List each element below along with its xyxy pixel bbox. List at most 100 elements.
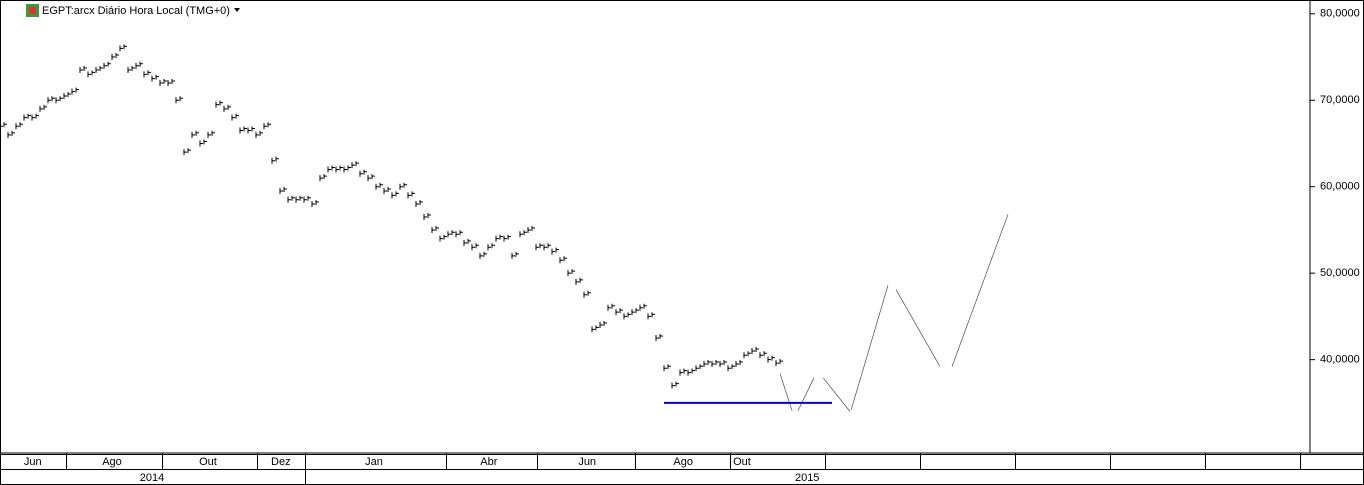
price-bar (127, 66, 135, 74)
price-bar (687, 368, 695, 376)
price-bar (175, 96, 183, 104)
price-bar (367, 174, 375, 182)
year-label: 2014 (140, 472, 164, 484)
price-bar (151, 74, 159, 82)
price-bar (263, 122, 271, 130)
price-bar (159, 78, 167, 86)
price-bar (7, 130, 15, 138)
y-tick-label: 40,0000 (1320, 354, 1360, 366)
price-bar (735, 359, 743, 367)
price-bar (415, 200, 423, 208)
price-bar (167, 78, 175, 86)
price-bar (79, 66, 87, 74)
price-bar (423, 212, 431, 220)
price-bar (679, 368, 687, 376)
price-bar (559, 256, 567, 264)
x-tick-label: Ago (673, 456, 693, 468)
x-tick-label: Jun (24, 456, 42, 468)
price-bar (343, 165, 351, 173)
projection-line (797, 377, 815, 411)
price-bar (615, 308, 623, 316)
projection-line (951, 214, 1009, 367)
chart-title[interactable]: EGPT:arcx Diário Hora Local (TMG+0) (42, 5, 230, 17)
x-tick-label: Out (733, 456, 751, 468)
price-bar (239, 126, 247, 134)
price-bar (295, 195, 303, 203)
x-tick-label: Jun (578, 456, 596, 468)
price-bar (103, 61, 111, 69)
price-bar (543, 243, 551, 251)
price-bar (703, 359, 711, 367)
price-bar (487, 243, 495, 251)
price-bar (359, 169, 367, 177)
price-bar (599, 321, 607, 329)
price-bar (255, 130, 263, 138)
price-bar (183, 148, 191, 156)
projection-line (850, 285, 889, 410)
price-bar (511, 251, 519, 259)
price-bar (311, 200, 319, 208)
price-bar (199, 139, 207, 147)
price-bar (351, 161, 359, 169)
price-bar (23, 113, 31, 121)
price-bar (527, 225, 535, 233)
price-bar (631, 308, 639, 316)
price-bar (335, 165, 343, 173)
projection-line (779, 373, 793, 411)
price-bar (767, 355, 775, 363)
price-bar (759, 351, 767, 359)
price-bar (751, 346, 759, 354)
x-tick-label: Jan (365, 456, 383, 468)
price-bar (495, 234, 503, 242)
x-tick-label: Dez (271, 456, 291, 468)
price-bar (191, 130, 199, 138)
price-bar (391, 191, 399, 199)
price-bar (775, 359, 783, 367)
price-bar (327, 165, 335, 173)
price-bar (0, 122, 7, 130)
x-tick-label: Out (199, 456, 217, 468)
price-bar (623, 312, 631, 320)
price-bar (399, 182, 407, 190)
price-bar (671, 381, 679, 389)
price-bar (439, 234, 447, 242)
price-bar (727, 364, 735, 372)
price-bar (223, 104, 231, 112)
price-bar (575, 277, 583, 285)
price-bar (271, 156, 279, 164)
price-bar (655, 334, 663, 342)
price-bar (207, 130, 215, 138)
dropdown-arrow[interactable] (234, 8, 240, 12)
projection-line (895, 289, 941, 367)
price-bar (375, 182, 383, 190)
price-bar (135, 61, 143, 69)
price-bar (447, 230, 455, 238)
price-bar (383, 187, 391, 195)
price-bar (15, 122, 23, 130)
price-bar (47, 96, 55, 104)
price-bar (471, 243, 479, 251)
price-bar (591, 325, 599, 333)
price-bar (287, 195, 295, 203)
price-bar (607, 303, 615, 311)
price-bar (567, 269, 575, 277)
x-tick-label: Ago (102, 456, 122, 468)
price-bar (55, 96, 63, 104)
price-bar (231, 113, 239, 121)
price-bar (719, 359, 727, 367)
x-tick-label: Abr (480, 456, 497, 468)
price-bar (247, 126, 255, 134)
price-bar (695, 364, 703, 372)
price-bar (39, 104, 47, 112)
price-bar (519, 230, 527, 238)
price-bar (87, 70, 95, 78)
price-bar (639, 303, 647, 311)
price-bar (743, 351, 751, 359)
price-bar (95, 66, 103, 74)
price-bar (647, 312, 655, 320)
price-bar (119, 44, 127, 52)
symbol-icon-inner (29, 7, 36, 14)
price-bar (31, 113, 39, 121)
